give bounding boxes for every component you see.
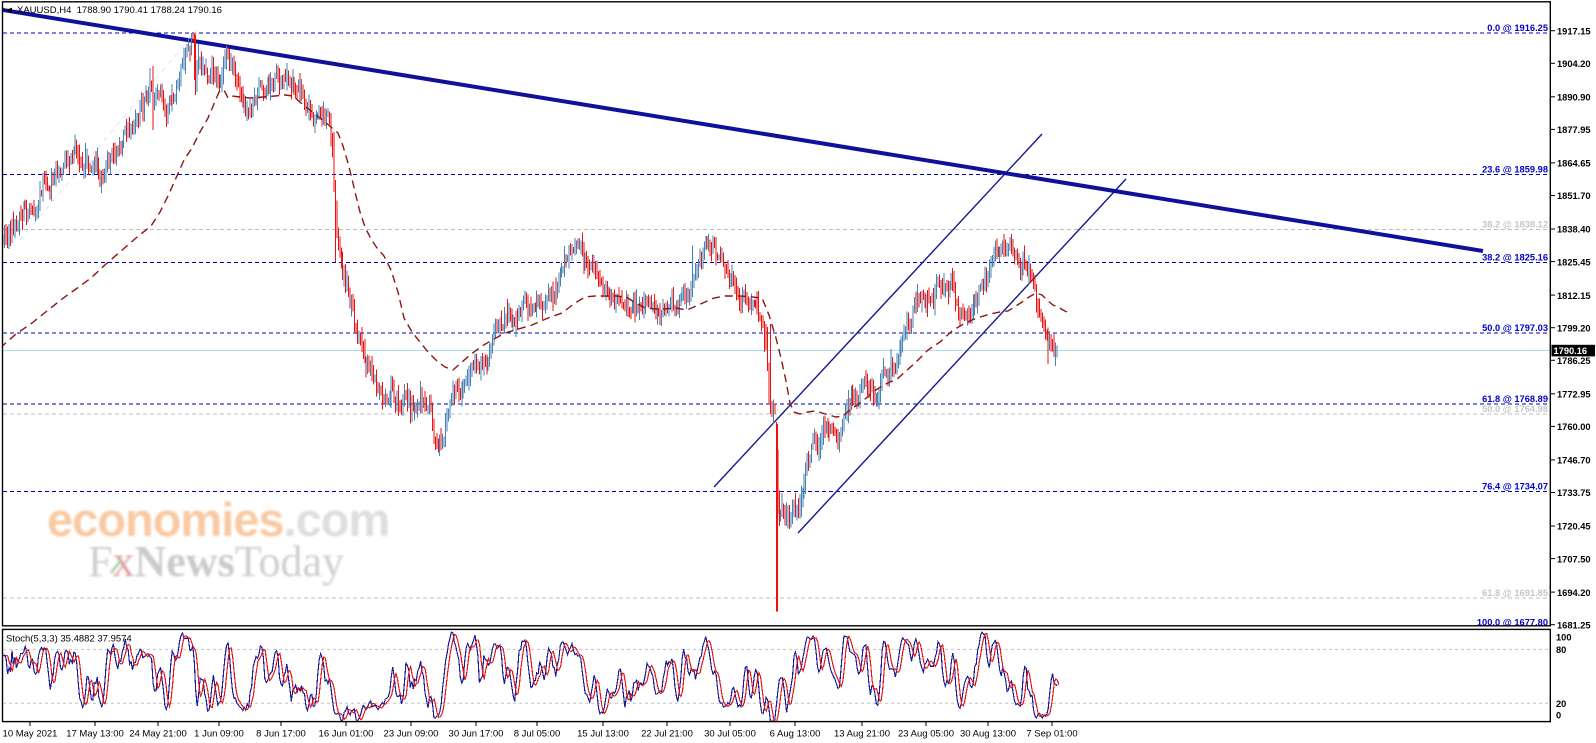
svg-text:80: 80	[1556, 645, 1566, 655]
svg-text:1720.45: 1720.45	[1557, 522, 1591, 532]
svg-text:XAUUSD,H4 1788.90 1790.41 178: XAUUSD,H4 1788.90 1790.41 1788.24 1790.1…	[17, 5, 222, 16]
svg-text:1694.20: 1694.20	[1557, 588, 1591, 598]
svg-text:6 Aug 13:00: 6 Aug 13:00	[770, 729, 821, 740]
svg-text:23 Jun 09:00: 23 Jun 09:00	[384, 729, 439, 740]
svg-text:1786.25: 1786.25	[1557, 356, 1591, 366]
svg-text:13 Aug 21:00: 13 Aug 21:00	[834, 729, 890, 740]
svg-text:23 Aug 05:00: 23 Aug 05:00	[898, 729, 954, 740]
svg-text:20: 20	[1556, 699, 1566, 709]
svg-text:1681.25: 1681.25	[1557, 620, 1591, 630]
svg-text:38.2 @ 1838.12: 38.2 @ 1838.12	[1482, 220, 1548, 230]
svg-text:50.0 @ 1797.03: 50.0 @ 1797.03	[1482, 323, 1548, 333]
svg-text:100: 100	[1556, 633, 1572, 643]
svg-text:1890.90: 1890.90	[1557, 93, 1591, 103]
svg-text:8 Jul 05:00: 8 Jul 05:00	[514, 729, 560, 740]
svg-text:24 May 21:00: 24 May 21:00	[129, 729, 187, 740]
svg-text:1864.65: 1864.65	[1557, 159, 1591, 169]
svg-text:50.0 @ 1764.98: 50.0 @ 1764.98	[1482, 404, 1548, 414]
svg-text:30 Aug 13:00: 30 Aug 13:00	[960, 729, 1016, 740]
svg-text:22 Jul 21:00: 22 Jul 21:00	[641, 729, 693, 740]
svg-text:16 Jun 01:00: 16 Jun 01:00	[319, 729, 374, 740]
svg-text:0: 0	[1556, 711, 1561, 721]
svg-text:1772.95: 1772.95	[1557, 390, 1591, 400]
svg-text:1799.20: 1799.20	[1557, 323, 1591, 333]
svg-text:1746.70: 1746.70	[1557, 456, 1591, 466]
svg-text:100.0 @ 1677.80: 100.0 @ 1677.80	[1477, 618, 1548, 628]
svg-text:1917.15: 1917.15	[1557, 26, 1591, 36]
svg-text:1760.00: 1760.00	[1557, 422, 1591, 432]
svg-text:1707.50: 1707.50	[1557, 554, 1591, 564]
svg-text:0.0 @ 1916.25: 0.0 @ 1916.25	[1487, 23, 1548, 33]
svg-text:15 Jul 13:00: 15 Jul 13:00	[577, 729, 629, 740]
svg-text:76.4 @ 1734.07: 76.4 @ 1734.07	[1482, 482, 1548, 492]
svg-text:1877.95: 1877.95	[1557, 125, 1591, 135]
svg-text:1904.20: 1904.20	[1557, 59, 1591, 69]
svg-text:FxNewsToday: FxNewsToday	[88, 537, 344, 586]
svg-text:1851.70: 1851.70	[1557, 191, 1591, 201]
svg-text:10 May 2021: 10 May 2021	[3, 729, 58, 740]
svg-text:7 Sep 01:00: 7 Sep 01:00	[1026, 729, 1077, 740]
svg-text:30 Jun 17:00: 30 Jun 17:00	[449, 729, 504, 740]
svg-text:17 May 13:00: 17 May 13:00	[66, 729, 124, 740]
svg-text:1733.75: 1733.75	[1557, 488, 1591, 498]
svg-text:61.8 @ 1768.89: 61.8 @ 1768.89	[1482, 394, 1548, 404]
svg-text:61.8 @ 1691.85: 61.8 @ 1691.85	[1482, 588, 1548, 598]
svg-text:8 Jun 17:00: 8 Jun 17:00	[256, 729, 306, 740]
svg-text:1825.45: 1825.45	[1557, 257, 1591, 267]
svg-text:1838.40: 1838.40	[1557, 225, 1591, 235]
svg-text:38.2 @ 1825.16: 38.2 @ 1825.16	[1482, 252, 1548, 262]
svg-text:1812.15: 1812.15	[1557, 291, 1591, 301]
svg-text:economies.com: economies.com	[47, 493, 389, 546]
svg-text:1790.16: 1790.16	[1554, 346, 1588, 356]
svg-text:30 Jul 05:00: 30 Jul 05:00	[704, 729, 756, 740]
svg-text:1 Jun 09:00: 1 Jun 09:00	[194, 729, 244, 740]
svg-text:23.6 @ 1859.98: 23.6 @ 1859.98	[1482, 165, 1548, 175]
svg-text:Stoch(5,3,3) 35.4882 37.9574: Stoch(5,3,3) 35.4882 37.9574	[6, 634, 132, 645]
